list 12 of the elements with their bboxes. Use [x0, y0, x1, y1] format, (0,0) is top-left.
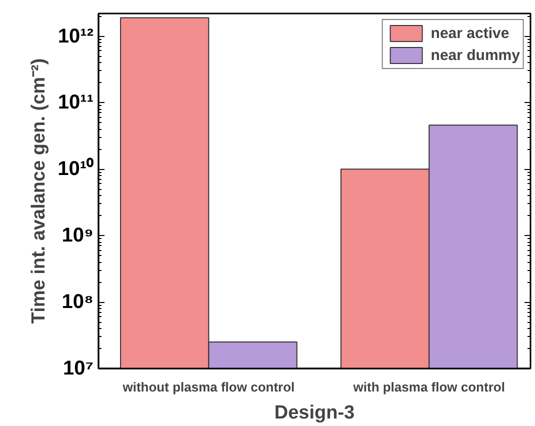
y-axis-title: Time int. avalance gen. (cm⁻²): [28, 58, 50, 324]
y-tick-label: 10⁷: [63, 358, 94, 380]
legend-label: near dummy: [430, 46, 520, 64]
y-tick-label: 10¹¹: [58, 92, 94, 114]
y-tick-label: 10¹²: [58, 25, 94, 48]
x-tick-label: without plasma flow control: [122, 380, 295, 394]
x-axis-title: Design-3: [274, 402, 355, 424]
x-tick-label: with plasma flow control: [352, 380, 505, 394]
y-tick-label: 10⁸: [62, 291, 94, 314]
legend-label: near active: [430, 24, 510, 42]
y-tick-label: 10¹⁰: [58, 157, 94, 180]
y-tick-label: 10⁹: [62, 224, 94, 247]
